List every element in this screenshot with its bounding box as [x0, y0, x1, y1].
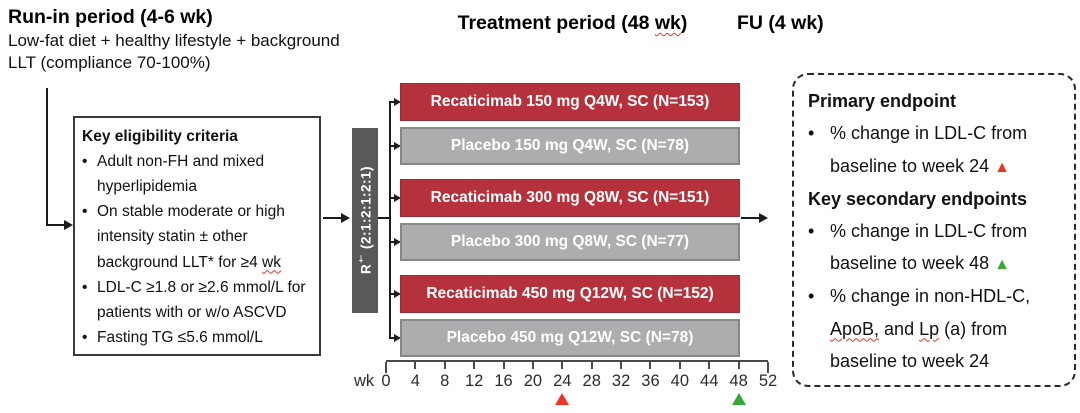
primary-endpoint-item: • % change in LDL-C from baseline to wee… — [808, 117, 1062, 182]
red-triangle-icon: ▲ — [994, 158, 1010, 176]
axis-tick — [561, 362, 564, 369]
randomization-bar: R† (2:1:2:1:2:1) — [352, 128, 378, 313]
axis-tick-label: 44 — [700, 372, 719, 390]
eligibility-to-r-connector — [323, 217, 342, 219]
arm-recaticimab-300-q8w: Recaticimab 300 mg Q8W, SC (N=151) — [400, 179, 740, 217]
eligibility-to-r-arrowhead-icon — [341, 213, 350, 223]
axis-tick — [414, 362, 417, 369]
runin-period-title: Run-in period (4-6 wk) — [8, 6, 213, 28]
runin-arrowhead-icon — [64, 220, 73, 230]
axis-tick — [737, 362, 740, 369]
eligibility-criteria-box: Key eligibility criteria • Adult non-FH … — [73, 116, 321, 356]
eligibility-item-2-text: On stable moderate or high intensity sta… — [97, 203, 285, 271]
eligibility-item-3: • LDL-C ≥1.8 or ≥2.6 mmol/L for patients… — [82, 275, 315, 325]
bullet-icon: • — [82, 153, 88, 171]
axis-tick-label: 28 — [582, 372, 601, 390]
eligibility-item-4-text: Fasting TG ≤5.6 mmol/L — [97, 328, 263, 346]
bullet-icon: • — [82, 278, 88, 296]
axis-tick — [767, 362, 769, 373]
bullet-icon: • — [808, 286, 815, 307]
eligibility-item-4: • Fasting TG ≤5.6 mmol/L — [82, 325, 315, 350]
runin-connector-horizontal — [46, 224, 65, 226]
axis-tick — [531, 362, 534, 369]
axis-tick-label: 0 — [381, 372, 391, 390]
treatment-title-wk: wk — [654, 12, 681, 34]
axis-tick-label: 36 — [641, 372, 660, 390]
secondary-endpoint-1-text: % change in LDL-C from baseline to week … — [830, 220, 1028, 274]
axis-tick-label: 16 — [494, 372, 513, 390]
secondary-endpoint-item-1: • % change in LDL-C from baseline to wee… — [808, 215, 1062, 280]
axis-tick — [649, 362, 652, 369]
eligibility-item-1: • Adult non-FH and mixed hyperlipidemia — [82, 149, 315, 199]
axis-unit-label: wk — [354, 372, 375, 390]
week24-triangle-marker-icon — [555, 393, 569, 405]
follow-up-title: FU (4 wk) — [737, 12, 824, 34]
branch-line-5 — [391, 293, 395, 295]
axis-tick-label: 20 — [523, 372, 543, 390]
axis-tick — [590, 362, 593, 369]
runin-period-subtitle: Low-fat diet + healthy lifestyle + backg… — [8, 31, 340, 73]
randomization-label: R† (2:1:2:1:2:1) — [356, 166, 374, 275]
axis-tick — [473, 362, 476, 369]
axis-tick-label: 24 — [553, 372, 572, 390]
runin-connector-vertical — [46, 88, 48, 226]
secondary-endpoints-title: Key secondary endpoints — [808, 188, 1028, 209]
arm-placebo-450-q12w: Placebo 450 mg Q12W, SC (N=78) — [400, 319, 740, 357]
endpoints-box: Primary endpoint • % change in LDL-C fro… — [792, 73, 1076, 387]
axis-tick-label: 12 — [464, 372, 484, 390]
branch-spine — [389, 101, 391, 339]
bullet-icon: • — [82, 328, 88, 346]
branch-arrowhead-icon — [394, 193, 401, 202]
branch-arrowhead-icon — [394, 141, 401, 150]
branch-line-3 — [391, 197, 395, 199]
arm-placebo-150-q4w: Placebo 150 mg Q4W, SC (N=78) — [400, 127, 740, 165]
treatment-title-text: Treatment period (48 — [457, 12, 655, 34]
axis-tick-label: 4 — [410, 372, 420, 390]
bullet-icon: • — [82, 203, 88, 221]
axis-tick — [708, 362, 711, 369]
secondary-endpoint-item-2: • % change in non-HDL-C, ApoB, and Lp (a… — [808, 280, 1062, 377]
week48-triangle-marker-icon — [732, 393, 746, 405]
primary-endpoint-title: Primary endpoint — [808, 91, 957, 111]
branch-arrowhead-icon — [394, 97, 401, 106]
green-triangle-icon: ▲ — [994, 256, 1010, 274]
axis-tick — [678, 362, 681, 369]
arm-placebo-300-q8w: Placebo 300 mg Q8W, SC (N=77) — [400, 223, 740, 261]
eligibility-item-2: • On stable moderate or high intensity s… — [82, 199, 315, 274]
branch-line-4 — [391, 241, 395, 243]
axis-tick-label: 8 — [440, 372, 450, 390]
axis-tick — [502, 362, 505, 369]
eligibility-title: Key eligibility criteria — [82, 128, 238, 145]
branch-line-2 — [391, 145, 395, 147]
to-endpoints-connector — [741, 217, 760, 219]
eligibility-item-1-text: Adult non-FH and mixed hyperlipidemia — [97, 153, 265, 196]
branch-arrowhead-icon — [394, 289, 401, 298]
primary-endpoint-text: % change in LDL-C from baseline to week … — [830, 123, 1028, 176]
to-endpoints-arrowhead-icon — [759, 213, 768, 223]
r-branch-stub — [378, 217, 390, 219]
branch-line-6 — [391, 337, 395, 339]
arm-recaticimab-150-q4w: Recaticimab 150 mg Q4W, SC (N=153) — [400, 83, 740, 121]
branch-arrowhead-icon — [394, 333, 401, 342]
treatment-title-close: ) — [680, 12, 688, 34]
axis-tick-label: 40 — [670, 372, 690, 390]
week-axis-ruler — [385, 360, 769, 373]
branch-line-1 — [391, 101, 395, 103]
treatment-period-title: Treatment period (48 wk) — [400, 12, 745, 35]
axis-tick-label: 52 — [758, 372, 778, 390]
axis-tick-label: 32 — [611, 372, 631, 390]
axis-tick — [385, 362, 387, 373]
axis-tick — [620, 362, 623, 369]
branch-arrowhead-icon — [394, 237, 401, 246]
week-axis-labels: 0 4 8 12 16 20 24 28 32 36 40 44 48 52 — [381, 372, 777, 390]
bullet-icon: • — [808, 123, 815, 144]
arm-recaticimab-450-q12w: Recaticimab 450 mg Q12W, SC (N=152) — [400, 275, 740, 313]
axis-tick — [443, 362, 446, 369]
axis-tick-label: 48 — [729, 372, 748, 390]
secondary-endpoint-2-text: % change in non-HDL-C, ApoB, and Lp (a) … — [830, 286, 1031, 371]
bullet-icon: • — [808, 220, 815, 241]
eligibility-item-3-text: LDL-C ≥1.8 or ≥2.6 mmol/L for patients w… — [97, 278, 306, 321]
